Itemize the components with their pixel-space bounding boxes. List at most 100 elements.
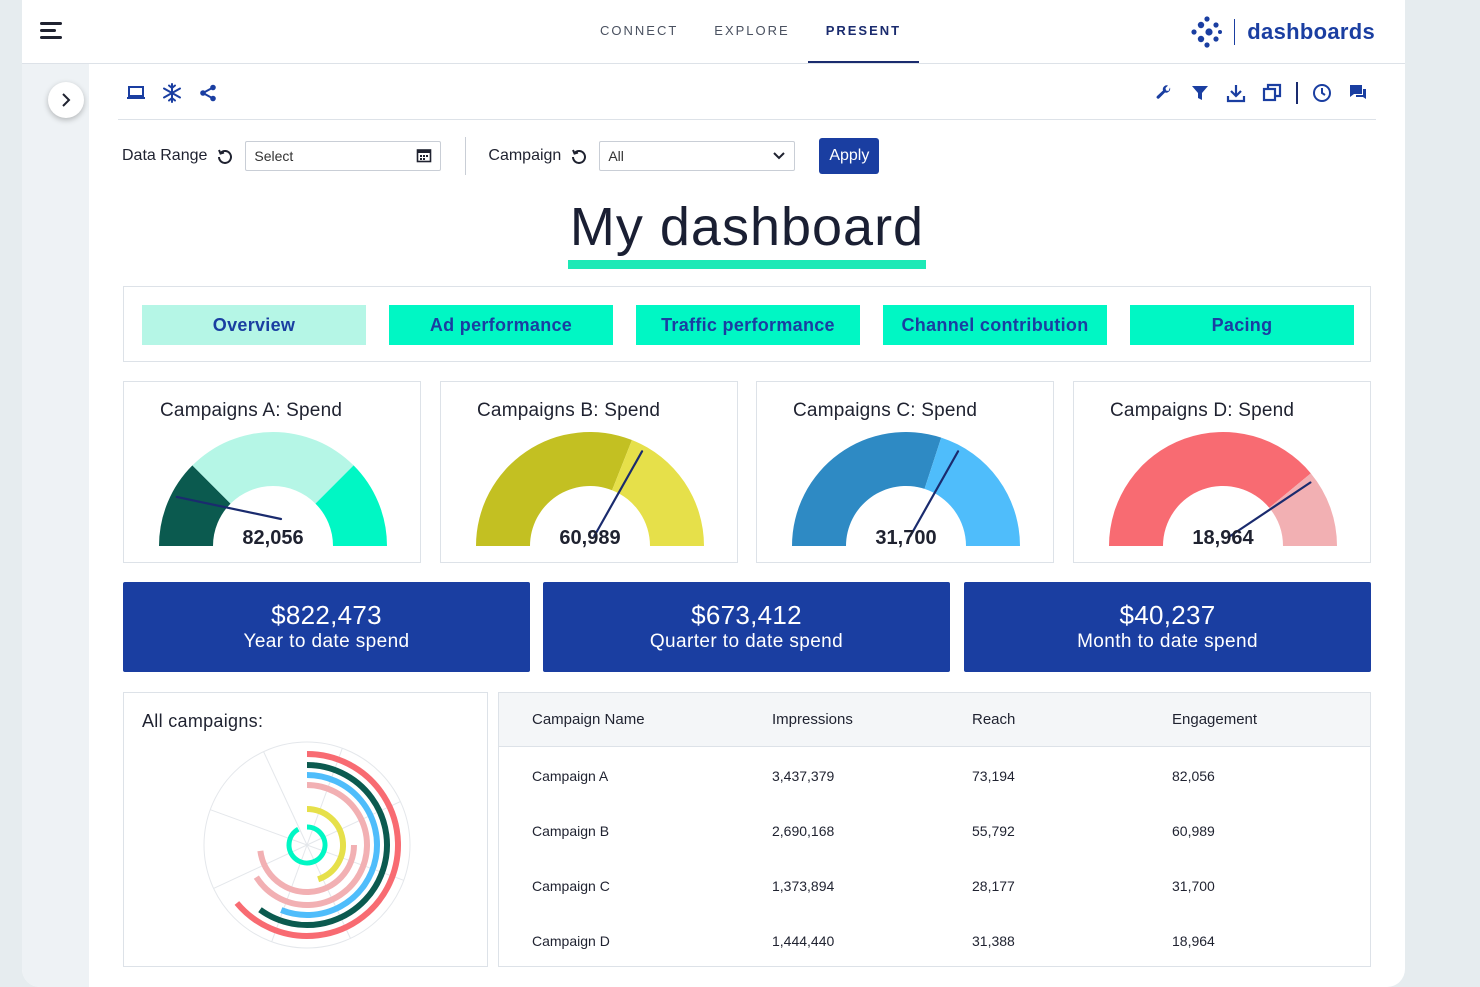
dashboard-toolbar — [118, 72, 1376, 120]
radial-title: All campaigns: — [142, 711, 264, 731]
gauge-chart: 18,964 — [1109, 432, 1337, 549]
date-range-label: Data Range — [122, 147, 208, 164]
cell-engagement: 31,700 — [1172, 878, 1215, 894]
spend-value: $822,473 — [271, 600, 382, 630]
radial-ring — [258, 762, 390, 928]
comments-icon[interactable] — [1346, 81, 1370, 105]
gauge-title: Campaigns B: Spend — [477, 400, 661, 421]
tab-channel-contribution[interactable]: Channel contribution — [883, 305, 1107, 345]
filter-divider — [465, 137, 467, 175]
tab-traffic-performance[interactable]: Traffic performance — [636, 305, 860, 345]
campaign-label: Campaign — [488, 147, 562, 164]
cell-impressions: 2,690,168 — [772, 823, 835, 839]
duplicate-icon[interactable] — [1260, 81, 1284, 105]
gauge-value: 31,700 — [875, 527, 936, 549]
toolbar-left — [124, 81, 220, 105]
spend-card-mtd: $40,237 Month to date spend — [964, 582, 1371, 672]
radial-ring — [280, 772, 380, 918]
column-header[interactable]: Impressions — [772, 711, 853, 728]
toolbar-divider — [1296, 82, 1298, 104]
wrench-icon[interactable] — [1152, 81, 1176, 105]
title-underline — [568, 260, 926, 269]
column-header[interactable]: Engagement — [1172, 711, 1258, 728]
page-title: My dashboard — [569, 197, 925, 257]
nav-present[interactable]: PRESENT — [807, 0, 920, 63]
gauge-card-c: Campaigns C: Spend 31,700 — [756, 381, 1054, 563]
tabs-container: Overview Ad performance Traffic performa… — [123, 286, 1371, 362]
date-range-input[interactable]: Select — [245, 141, 442, 171]
cell-impressions: 3,437,379 — [772, 768, 835, 784]
monitor-icon[interactable] — [124, 81, 148, 105]
top-bar: CONNECT EXPLORE PRESENT dashboards — [22, 0, 1405, 64]
tab-pacing[interactable]: Pacing — [1130, 305, 1354, 345]
expand-sidebar-button[interactable] — [48, 82, 84, 118]
filter-row: Data Range Select Campaign All Apply — [122, 136, 880, 176]
date-range-reset-icon[interactable] — [217, 147, 235, 165]
share-icon[interactable] — [196, 81, 220, 105]
nav-connect[interactable]: CONNECT — [600, 23, 679, 38]
gauge-chart: 82,056 — [159, 432, 387, 549]
tab-ad-performance[interactable]: Ad performance — [389, 305, 613, 345]
cell-impressions: 1,444,440 — [772, 933, 835, 949]
spend-value: $673,412 — [691, 600, 802, 630]
gauge-band — [1269, 473, 1337, 546]
brand-logo-icon — [1190, 15, 1224, 49]
menu-icon[interactable] — [40, 22, 62, 40]
cell-impressions: 1,373,894 — [772, 878, 835, 894]
radial-ring — [234, 751, 401, 939]
brand[interactable]: dashboards — [1190, 14, 1375, 50]
calendar-icon[interactable] — [416, 147, 432, 166]
gauge-band — [315, 465, 387, 546]
nav-explore[interactable]: EXPLORE — [714, 23, 790, 38]
column-header[interactable]: Campaign Name — [532, 711, 645, 728]
radial-grid — [203, 741, 411, 949]
radial-ring — [306, 806, 346, 883]
gauge-band — [924, 437, 1020, 546]
cell-campaign-name: Campaign A — [532, 768, 609, 784]
table-row[interactable]: Campaign C 1,373,894 28,177 31,700 — [499, 858, 1370, 913]
gauge-value: 60,989 — [559, 527, 620, 549]
filter-icon[interactable] — [1188, 81, 1212, 105]
campaign-reset-icon[interactable] — [571, 147, 589, 165]
gauge-title: Campaigns A: Spend — [160, 400, 343, 421]
spend-card-ytd: $822,473 Year to date spend — [123, 582, 530, 672]
apply-button[interactable]: Apply — [819, 138, 880, 174]
chevron-down-icon — [772, 148, 786, 164]
app-frame: CONNECT EXPLORE PRESENT dashboards — [22, 0, 1405, 987]
clock-icon[interactable] — [1310, 81, 1334, 105]
gauge-band — [612, 440, 704, 546]
gauge-value: 18,964 — [1192, 527, 1254, 549]
gauge-chart: 31,700 — [792, 432, 1020, 549]
spend-label: Year to date spend — [243, 631, 410, 652]
cell-reach: 73,194 — [972, 768, 1015, 784]
cell-reach: 28,177 — [972, 878, 1015, 894]
campaign-select[interactable]: All — [599, 141, 796, 171]
cell-campaign-name: Campaign B — [532, 823, 610, 839]
gauge-card-d: Campaigns D: Spend 18,964 — [1073, 381, 1371, 563]
campaign-table: Campaign Name Impressions Reach Engageme… — [498, 692, 1371, 967]
table-row[interactable]: Campaign D 1,444,440 31,388 18,964 — [499, 913, 1370, 968]
table-row[interactable]: Campaign A 3,437,379 73,194 82,056 — [499, 748, 1370, 803]
spend-value: $40,237 — [1119, 600, 1216, 630]
top-nav: CONNECT EXPLORE PRESENT — [582, 0, 920, 64]
download-icon[interactable] — [1224, 81, 1248, 105]
tab-overview[interactable]: Overview — [142, 305, 366, 345]
radial-spoke — [263, 751, 308, 846]
campaign-select-value: All — [608, 148, 624, 164]
radial-card: All campaigns: — [123, 692, 488, 967]
spend-card-qtd: $673,412 Quarter to date spend — [543, 582, 950, 672]
gauge-card-b: Campaigns B: Spend 60,989 — [440, 381, 738, 563]
table-header: Campaign Name Impressions Reach Engageme… — [499, 693, 1370, 747]
cell-engagement: 82,056 — [1172, 768, 1215, 784]
snowflake-icon[interactable] — [160, 81, 184, 105]
brand-name: dashboards — [1247, 19, 1375, 44]
cell-reach: 31,388 — [972, 933, 1015, 949]
brand-separator — [1233, 19, 1236, 45]
gauge-needle — [175, 495, 283, 521]
column-header[interactable]: Reach — [972, 711, 1016, 728]
gauge-card-a: Campaigns A: Spend 82,056 — [123, 381, 421, 563]
table-row[interactable]: Campaign B 2,690,168 55,792 60,989 — [499, 803, 1370, 858]
radial-ring — [257, 844, 357, 895]
chevron-right-icon — [62, 93, 71, 107]
gauge-needle — [1229, 481, 1312, 538]
